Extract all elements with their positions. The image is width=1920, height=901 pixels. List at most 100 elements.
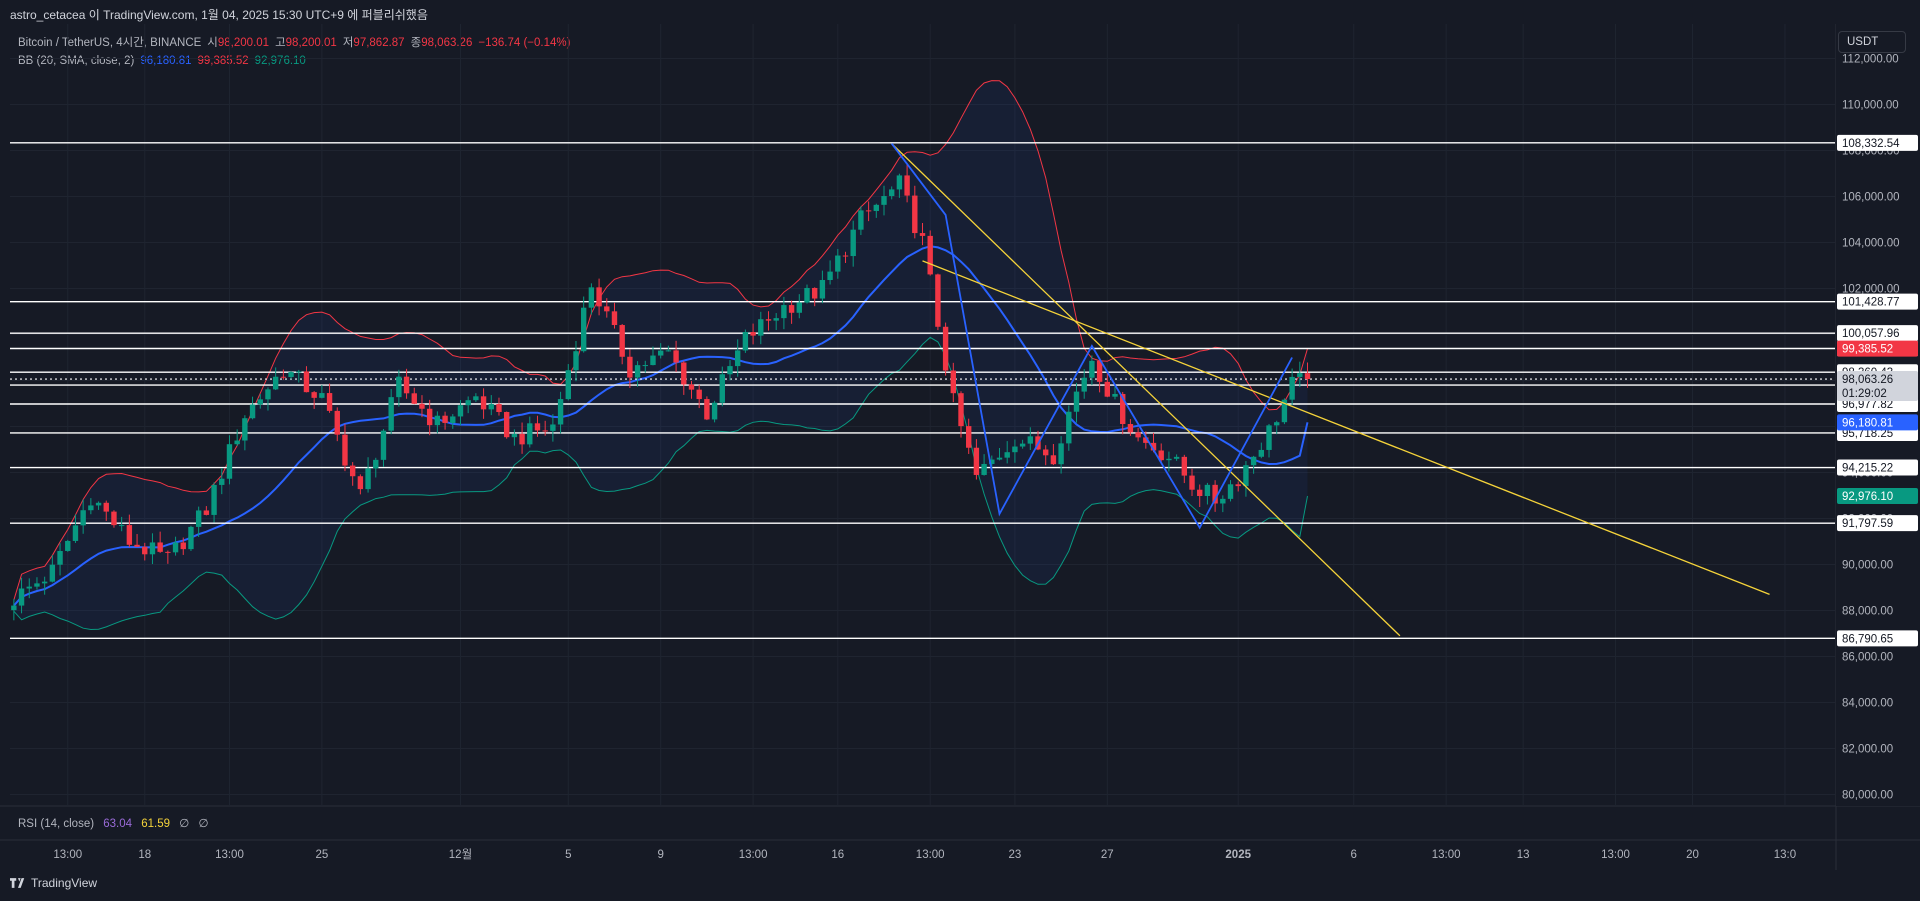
level-tag-label: 95,718.25 [1842, 428, 1893, 440]
level-tag-label: 108,332.54 [1842, 138, 1900, 150]
candle-body [1089, 360, 1095, 378]
candle-body [34, 583, 40, 587]
level-tag-label: 86,790.65 [1842, 633, 1893, 645]
y-tick-label: 106,000.00 [1842, 192, 1900, 204]
candle-body [319, 393, 325, 398]
x-tick-label: 16 [831, 849, 844, 861]
candle-body [889, 189, 895, 197]
candle-body [966, 426, 972, 448]
x-tick-label: 13:0 [1774, 849, 1796, 861]
candle-body [1274, 422, 1280, 426]
trendline [891, 143, 1401, 637]
candle-body [958, 393, 964, 427]
candle-body [188, 526, 194, 550]
candle-body [750, 332, 756, 336]
bb-basis-tag [1837, 414, 1918, 431]
x-tick-label: 12월 [449, 848, 472, 861]
symbol-row: Bitcoin / TetherUS, 4시간, BINANCE 시98,200… [18, 34, 570, 52]
candle-body [365, 468, 371, 490]
drawings [890, 143, 1770, 637]
candle-body [942, 326, 949, 371]
candle-body [157, 542, 163, 552]
currency-label: USDT [1847, 36, 1879, 48]
candle-body [103, 502, 109, 512]
candle-body [1304, 373, 1311, 380]
candle-body [380, 430, 387, 460]
last-price-label: 98,063.26 [1842, 374, 1893, 386]
candle-body [611, 311, 618, 326]
candle-body [1181, 456, 1188, 476]
candle-body [496, 404, 502, 413]
low-label: 저 [342, 37, 354, 49]
symbol-name[interactable]: Bitcoin / TetherUS, 4시간, BINANCE [18, 37, 202, 49]
candle-body [257, 399, 263, 405]
candle-body [134, 544, 140, 547]
y-tick-label: 86,000.00 [1842, 652, 1893, 664]
low-value: 97,862.87 [353, 37, 405, 49]
candle-body [1112, 393, 1118, 397]
candle-body [373, 459, 379, 469]
candle-body [927, 235, 933, 275]
candle-body [1066, 411, 1072, 444]
candle-body [1081, 377, 1087, 392]
rsi-extra-1: ∅ [179, 818, 190, 830]
candle-body [234, 440, 240, 445]
candle-body [111, 511, 117, 526]
candle-body [280, 376, 287, 378]
candle-body [719, 374, 725, 403]
time-axis[interactable]: 13:00 18 13:00 25 12월 5 9 13:00 16 13:00 23 27 2025 6… [53, 848, 1796, 861]
candle-body [473, 396, 479, 401]
candle-body [219, 478, 225, 485]
candles [11, 164, 1311, 621]
candle-body [88, 505, 94, 511]
y-tick-label: 82,000.00 [1842, 744, 1893, 756]
price-axis[interactable]: 80,000.00 82,000.00 84,000.00 86,000.00 88,0… [1836, 24, 1920, 806]
candle-body [450, 416, 456, 423]
candle-body [296, 371, 302, 373]
x-tick-label: 5 [565, 849, 571, 861]
candle-body [665, 350, 672, 352]
tradingview-logo-icon [10, 878, 25, 888]
candle-body [142, 546, 148, 555]
candle-body [303, 371, 310, 393]
currency-button[interactable]: USDT [1838, 31, 1906, 53]
candle-body [126, 525, 133, 545]
candle-body [796, 302, 802, 313]
candle-body [758, 319, 764, 336]
bb-upper-tag [1837, 340, 1918, 357]
candle-body [1073, 391, 1080, 412]
candle-body [1150, 442, 1157, 451]
candle-body [588, 287, 595, 308]
candle-body [858, 210, 864, 230]
candle-body [1027, 436, 1034, 444]
candle-body [1189, 475, 1195, 490]
candle-body [195, 510, 202, 527]
candle-body [1043, 449, 1049, 456]
candle-body [1050, 455, 1057, 465]
candle-body [388, 397, 394, 431]
close-label: 종 [410, 37, 422, 49]
candle-body [534, 423, 541, 431]
candle-body [172, 542, 179, 553]
candle-body [311, 392, 317, 398]
candle-body [865, 210, 872, 212]
level-tag [1837, 630, 1918, 647]
candle-body [580, 307, 587, 352]
candle-body [842, 255, 849, 257]
candle-body [704, 399, 710, 420]
y-tick-label: 102,000.00 [1842, 284, 1900, 296]
rsi-label[interactable]: RSI (14, close) [18, 818, 95, 830]
candle-body [873, 204, 879, 212]
x-tick-label: 20 [1686, 849, 1699, 861]
candle-body [65, 540, 71, 551]
candle-body [734, 350, 741, 367]
candle-body [203, 510, 210, 515]
rsi-value: 63.04 [103, 818, 133, 830]
candle-body [165, 551, 171, 553]
candle-body [118, 525, 125, 527]
candle-body [904, 175, 910, 196]
candle-body [765, 319, 772, 321]
candle-body [596, 287, 602, 307]
candle-body [811, 287, 818, 299]
